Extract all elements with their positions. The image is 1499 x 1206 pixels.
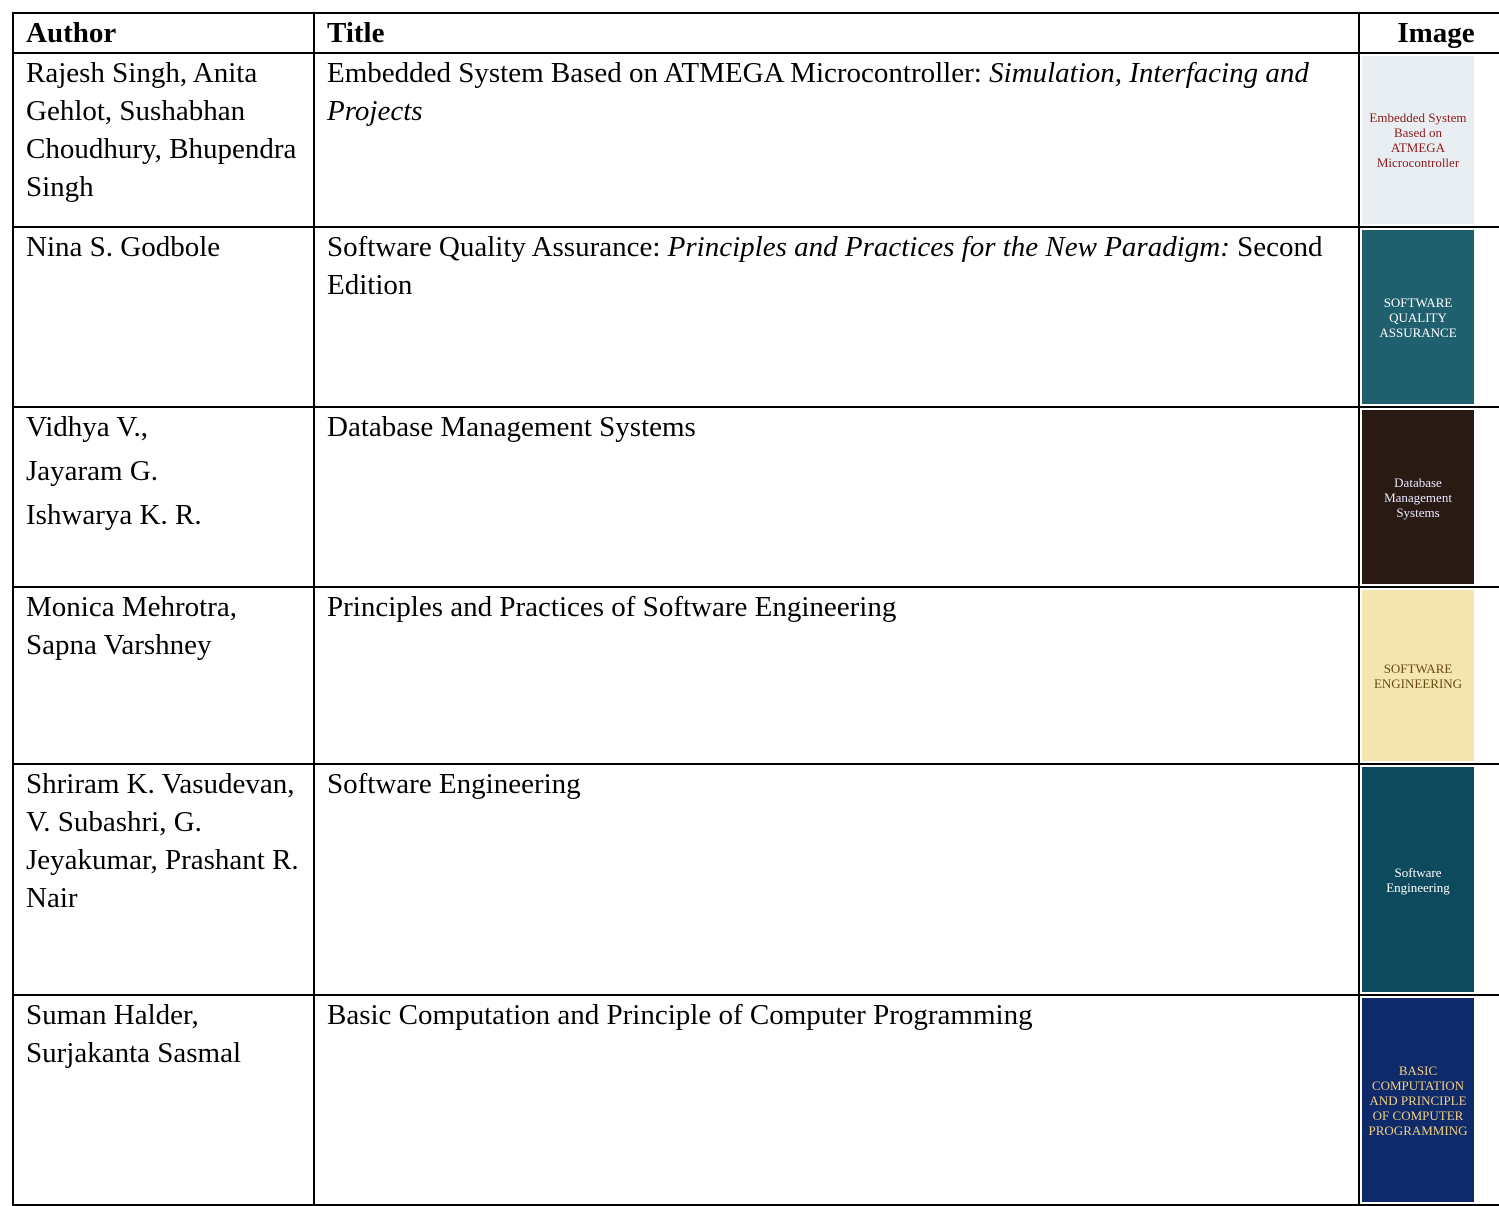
author-cell: Rajesh Singh, Anita Gehlot, Sushabhan Ch… (12, 52, 315, 228)
title-cell: Software Engineering (313, 763, 1360, 996)
header-row: Author Title Image (12, 12, 1499, 54)
book-table: Author Title Image Rajesh Singh, Anita G… (12, 12, 1499, 1206)
title-cell: Software Quality Assurance: Principles a… (313, 226, 1360, 408)
author-line: Ishwarya K. R. (26, 499, 202, 531)
title-segment: Principles and Practices of Software Eng… (327, 591, 897, 623)
author-line: Shriram K. Vasudevan, V. Subashri, G. Je… (26, 768, 299, 914)
author-cell: Suman Halder, Surjakanta Sasmal (12, 994, 315, 1206)
title-segment: Software Engineering (327, 768, 581, 800)
title-segment: Second Edition (327, 231, 1323, 301)
title-cell: Principles and Practices of Software Eng… (313, 586, 1360, 765)
image-cell: BASIC COMPUTATION AND PRINCIPLE OF COMPU… (1358, 994, 1499, 1206)
author-line: Vidhya V., (26, 411, 149, 443)
author-line: Nina S. Godbole (26, 231, 221, 263)
author-cell: Monica Mehrotra, Sapna Varshney (12, 586, 315, 765)
book-cover: Software Engineering (1362, 767, 1474, 992)
author-cell: Nina S. Godbole (12, 226, 315, 408)
author-line: Monica Mehrotra, Sapna Varshney (26, 591, 237, 661)
book-cover: SOFTWARE QUALITY ASSURANCE (1362, 230, 1474, 404)
book-row: Monica Mehrotra, Sapna Varshney Principle… (12, 586, 1499, 765)
book-row: Suman Halder, Surjakanta Sasmal Basic Com… (12, 994, 1499, 1206)
book-row: Vidhya V., Jayaram G. Ishwarya K. R. Databa… (12, 406, 1499, 588)
image-cell: SOFTWARE ENGINEERING (1358, 586, 1499, 765)
author-line: Rajesh Singh, Anita Gehlot, Sushabhan Ch… (26, 57, 297, 203)
author-line: Suman Halder, Surjakanta Sasmal (26, 999, 242, 1069)
header-cell: Title (313, 12, 1360, 54)
author-cell: Shriram K. Vasudevan, V. Subashri, G. Je… (12, 763, 315, 996)
title-segment: Embedded System Based on ATMEGA Microcon… (327, 57, 990, 89)
image-cell: Database Management Systems (1358, 406, 1499, 588)
header-cell: Image (1358, 12, 1499, 54)
book-cover: BASIC COMPUTATION AND PRINCIPLE OF COMPU… (1362, 998, 1474, 1202)
book-row: Shriram K. Vasudevan, V. Subashri, G. Je… (12, 763, 1499, 996)
book-cover: Database Management Systems (1362, 410, 1474, 584)
image-cell: SOFTWARE QUALITY ASSURANCE (1358, 226, 1499, 408)
image-cell: Embedded System Based on ATMEGA Microcon… (1358, 52, 1499, 228)
book-row: Nina S. Godbole Software Quality Assuranc… (12, 226, 1499, 408)
title-segment: Principles and Practices for the New Par… (667, 231, 1230, 263)
title-cell: Database Management Systems (313, 406, 1360, 588)
header-cell: Author (12, 12, 315, 54)
book-cover: Embedded System Based on ATMEGA Microcon… (1362, 56, 1474, 224)
title-segment: Simulation, Interfacing and Projects (327, 57, 1309, 127)
title-cell: Embedded System Based on ATMEGA Microcon… (313, 52, 1360, 228)
title-segment: Basic Computation and Principle of Compu… (327, 999, 1033, 1031)
title-segment: Database Management Systems (327, 411, 696, 443)
author-cell: Vidhya V., Jayaram G. Ishwarya K. R. (12, 406, 315, 588)
book-cover: SOFTWARE ENGINEERING (1362, 590, 1474, 761)
author-line: Jayaram G. (26, 455, 159, 487)
book-row: Rajesh Singh, Anita Gehlot, Sushabhan Ch… (12, 52, 1499, 228)
title-cell: Basic Computation and Principle of Compu… (313, 994, 1360, 1206)
image-cell: Software Engineering (1358, 763, 1499, 996)
title-segment: Software Quality Assurance: (327, 231, 668, 263)
